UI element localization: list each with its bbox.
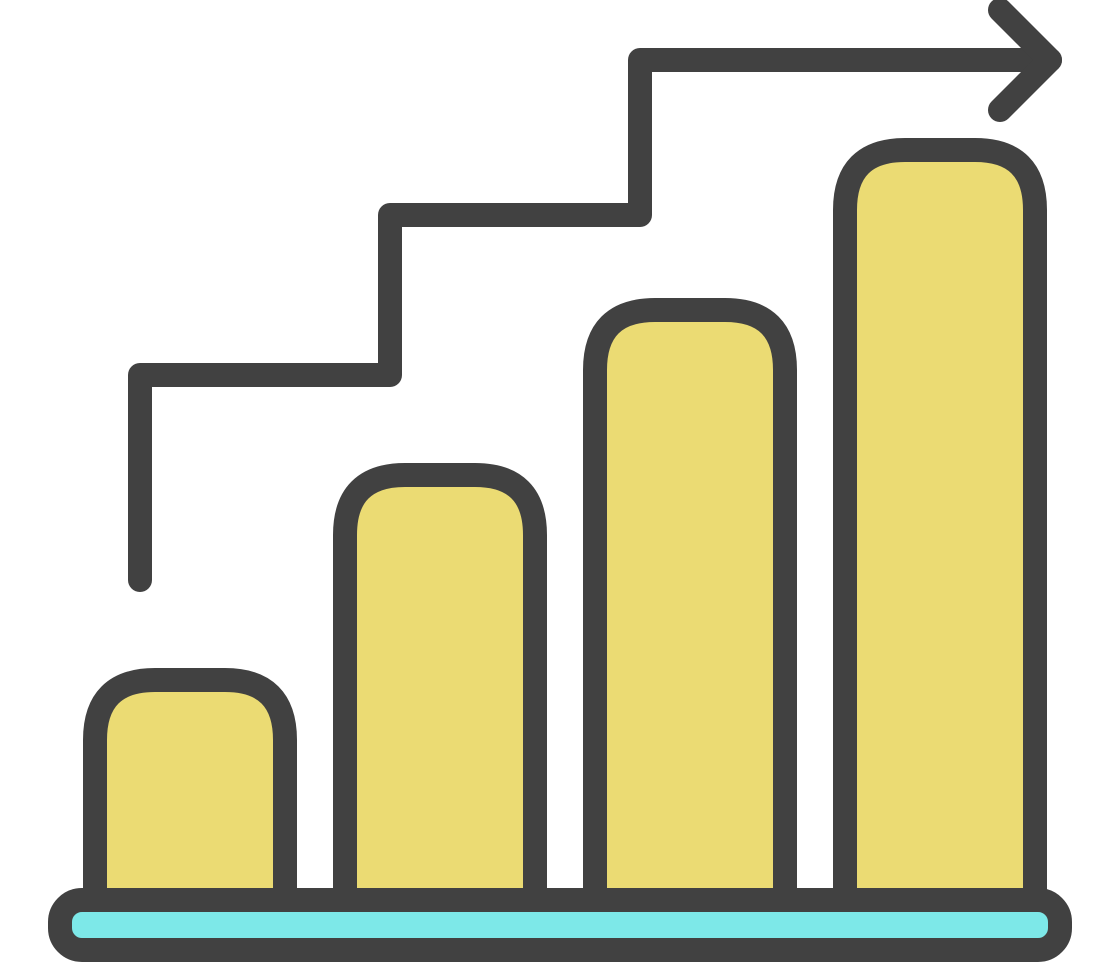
chart-base (60, 900, 1060, 950)
chart-bar-2 (345, 475, 535, 945)
chart-bar-3 (595, 310, 785, 945)
growth-bar-chart-icon (0, 0, 1105, 980)
chart-bar-4 (845, 150, 1035, 945)
